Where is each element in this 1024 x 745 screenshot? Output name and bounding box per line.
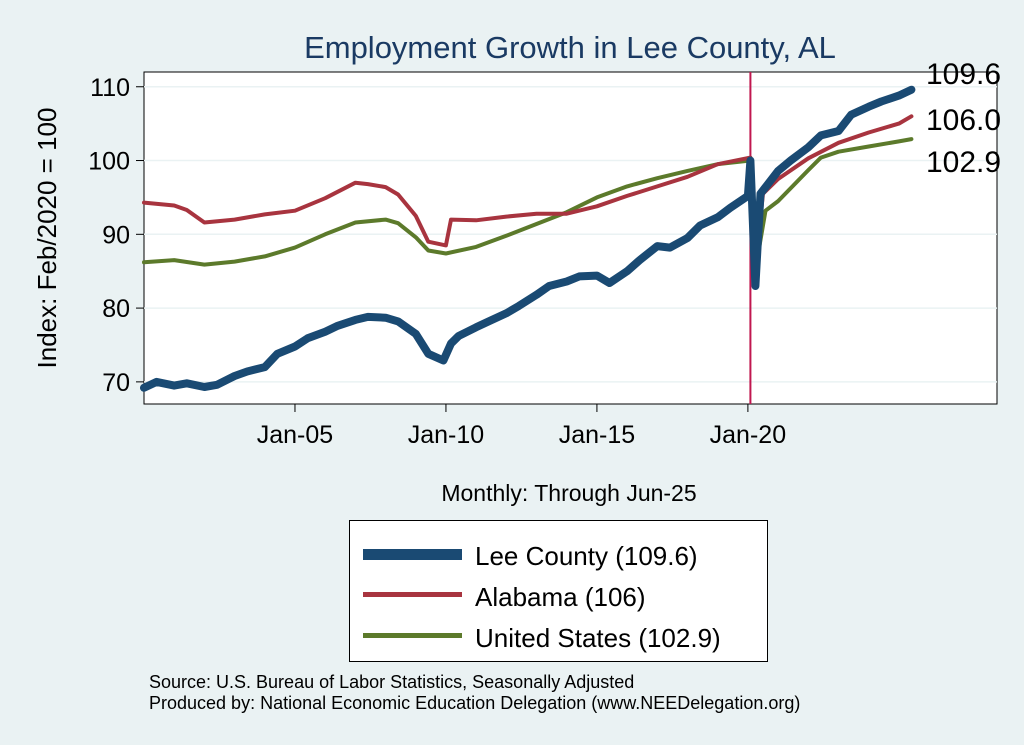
legend-item-lee-county: Lee County (109.6)	[350, 535, 767, 575]
legend-swatch-united-states	[363, 633, 462, 638]
x-tick-label: Jan-05	[257, 421, 333, 449]
legend-swatch-alabama	[363, 592, 462, 597]
series-line-united-states	[142, 137, 914, 272]
y-tick-label: 70	[102, 369, 130, 397]
legend-label-lee-county: Lee County (109.6)	[475, 541, 698, 571]
legend: Lee County (109.6) Alabama (106) United …	[349, 520, 768, 662]
series-line-lee-county	[140, 85, 916, 392]
x-axis-label: Monthly: Through Jun-25	[441, 480, 696, 506]
produced-by-line: Produced by: National Economic Education…	[149, 693, 801, 713]
legend-label-alabama: Alabama (106)	[475, 582, 646, 612]
legend-label-united-states: United States (102.9)	[475, 623, 721, 653]
end-value-label: 109.6	[926, 58, 1001, 91]
source-line: Source: U.S. Bureau of Labor Statistics,…	[149, 672, 635, 692]
x-tick-label: Jan-10	[408, 421, 484, 449]
end-value-label: 102.9	[926, 146, 1001, 179]
legend-item-alabama: Alabama (106)	[350, 576, 767, 616]
y-tick-label: 90	[102, 221, 130, 249]
legend-swatch-lee-county	[363, 549, 462, 560]
y-tick-label: 100	[88, 148, 130, 176]
chart-title: Employment Growth in Lee County, AL	[304, 30, 836, 65]
legend-item-united-states: United States (102.9)	[350, 617, 767, 657]
y-axis-label: Index: Feb/2020 = 100	[32, 108, 62, 369]
x-tick-label: Jan-15	[559, 421, 635, 449]
x-tick-label: Jan-20	[710, 421, 786, 449]
end-value-label: 106.0	[926, 104, 1001, 137]
y-tick-label: 80	[102, 295, 130, 323]
source-note: Source: U.S. Bureau of Labor Statistics,…	[149, 672, 800, 714]
y-tick-label: 110	[90, 74, 130, 102]
